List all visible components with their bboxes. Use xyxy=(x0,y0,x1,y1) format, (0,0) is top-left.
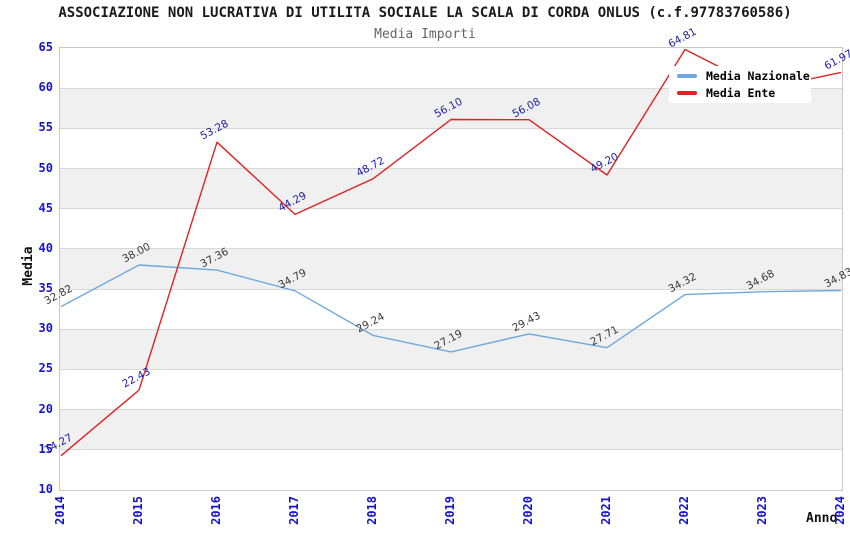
y-tick-label: 35 xyxy=(38,281,53,296)
gridline xyxy=(60,168,842,170)
y-tick-label: 45 xyxy=(38,200,53,215)
gridline xyxy=(60,127,842,129)
legend-label: Media Nazionale xyxy=(706,69,810,83)
plot-background-band xyxy=(60,449,842,490)
x-tick-label: 2016 xyxy=(209,496,223,525)
x-tick-label: 2014 xyxy=(53,496,67,525)
plot-background-band xyxy=(60,289,842,330)
gridline xyxy=(60,288,842,290)
plot-area xyxy=(59,47,843,491)
x-tick-label: 2020 xyxy=(521,496,535,525)
x-tick-label: 2015 xyxy=(131,496,145,525)
x-tick-label: 2024 xyxy=(833,496,847,525)
y-tick-label: 15 xyxy=(38,441,53,456)
x-axis-title: Anno xyxy=(806,511,838,526)
y-tick-label: 50 xyxy=(38,160,53,175)
y-tick-label: 25 xyxy=(38,361,53,376)
legend-item-media-nazionale: Media Nazionale xyxy=(677,69,811,83)
x-tick-label: 2022 xyxy=(677,496,691,525)
legend: Media Nazionale Media Ente xyxy=(669,66,811,103)
chart-title: ASSOCIAZIONE NON LUCRATIVA DI UTILITA SO… xyxy=(58,5,792,21)
plot-background-band xyxy=(60,128,842,169)
plot-background-band xyxy=(60,369,842,410)
x-tick-label: 2023 xyxy=(755,496,769,525)
gridline xyxy=(60,449,842,451)
x-tick-label: 2017 xyxy=(287,496,301,525)
gridline xyxy=(60,328,842,330)
gridline xyxy=(60,208,842,210)
gridline xyxy=(60,87,842,89)
plot-background-band xyxy=(60,168,842,209)
legend-item-media-ente: Media Ente xyxy=(677,86,811,100)
chart-subtitle: Media Importi xyxy=(374,27,476,42)
gridline xyxy=(60,368,842,370)
y-tick-label: 10 xyxy=(38,482,53,496)
y-tick-label: 55 xyxy=(38,120,53,135)
x-tick-label: 2021 xyxy=(599,496,613,525)
line-media-nazionale xyxy=(60,264,842,353)
y-tick-label: 20 xyxy=(38,401,53,416)
gridline xyxy=(60,248,842,250)
gridline xyxy=(60,409,842,411)
legend-label: Media Ente xyxy=(706,86,776,100)
y-tick-label: 30 xyxy=(38,321,53,336)
series-lines xyxy=(60,48,842,457)
legend-swatch-ente-icon xyxy=(677,91,697,95)
plot-background-band xyxy=(60,329,842,370)
y-tick-label: 40 xyxy=(38,240,53,255)
x-tick-label: 2019 xyxy=(443,496,457,525)
plot-background-band xyxy=(60,409,842,450)
legend-swatch-nazionale-icon xyxy=(677,74,697,78)
line-media-ente xyxy=(60,48,842,457)
x-tick-label: 2018 xyxy=(365,496,379,525)
y-tick-label: 60 xyxy=(38,80,53,95)
y-tick-label: 65 xyxy=(38,40,53,54)
